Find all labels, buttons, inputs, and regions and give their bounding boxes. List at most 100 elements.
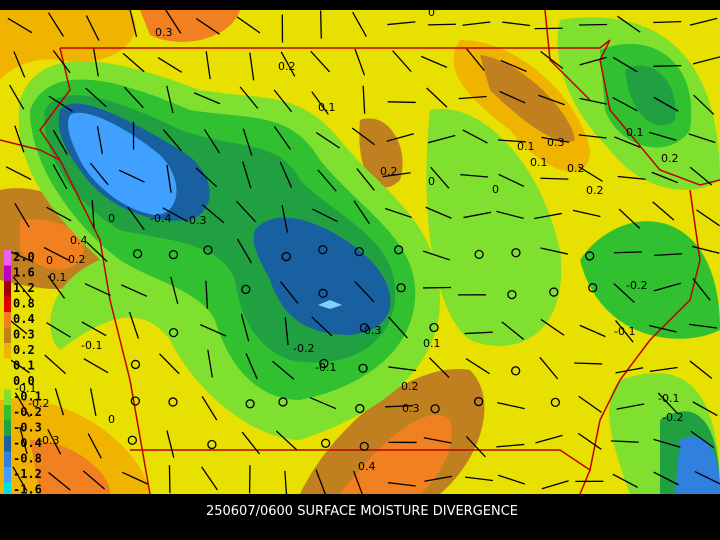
wind-barb xyxy=(166,85,174,114)
bottom-band xyxy=(0,494,720,540)
wind-barb xyxy=(47,275,66,299)
wind-barb xyxy=(649,366,678,372)
wind-barb xyxy=(315,131,340,149)
calm-marker xyxy=(588,283,598,293)
wind-barb xyxy=(12,466,28,492)
wind-barb xyxy=(241,431,261,455)
calm-marker xyxy=(474,249,484,260)
wind-barb xyxy=(311,316,333,337)
wind-barb xyxy=(388,316,408,339)
wind-barb xyxy=(696,209,720,227)
wind-barb xyxy=(649,324,677,333)
wind-barb xyxy=(423,250,450,261)
contour-label: 0.3 xyxy=(547,136,565,149)
wind-barb xyxy=(207,349,213,378)
contour-label: -0.3 xyxy=(360,324,381,337)
field-positive xyxy=(0,10,136,80)
wind-barb xyxy=(354,48,366,76)
wind-barb xyxy=(498,474,526,485)
calm-marker xyxy=(550,397,561,407)
wind-barb xyxy=(612,96,638,112)
wind-barb xyxy=(612,56,638,73)
wind-barb xyxy=(694,470,720,485)
wind-barb xyxy=(91,200,95,229)
wind-barb xyxy=(319,10,322,39)
contour-label: -0.1 xyxy=(614,325,635,338)
wind-barb xyxy=(653,471,679,486)
wind-barb xyxy=(128,311,140,339)
map: 0.300.20.10.200.20.10.30.10.2-0.2-0.10 -0… xyxy=(0,6,720,499)
wind-barb xyxy=(54,388,65,416)
calm-marker xyxy=(318,288,328,298)
wind-barb xyxy=(165,9,182,34)
calm-marker xyxy=(354,246,364,257)
wind-barb xyxy=(541,136,570,143)
field-positive xyxy=(480,55,575,142)
wind-barb xyxy=(275,430,298,451)
wind-barb xyxy=(310,397,337,410)
field-max xyxy=(20,219,84,270)
contour-label: 0 xyxy=(46,254,53,267)
wind-barb xyxy=(14,125,25,153)
contour-label: 0.2 xyxy=(661,152,679,165)
legend-swatch xyxy=(4,374,11,390)
calm-marker xyxy=(430,404,440,414)
wind-barb xyxy=(572,209,601,218)
wind-barb xyxy=(423,437,452,444)
wind-barb xyxy=(279,161,293,188)
wind-barb xyxy=(464,331,493,335)
calm-marker xyxy=(168,250,179,260)
wind-barb xyxy=(692,277,711,301)
contour-label: 0.4 xyxy=(358,460,376,473)
calm-marker xyxy=(278,397,288,407)
wind-barb xyxy=(465,435,486,458)
wind-barb xyxy=(157,56,183,73)
wind-barb xyxy=(47,12,64,37)
legend-swatch xyxy=(4,482,11,498)
top-band xyxy=(0,0,720,10)
wind-barb xyxy=(85,87,107,108)
field-min xyxy=(68,112,177,215)
legend-label: 1.2 xyxy=(13,281,35,295)
wind-barb xyxy=(424,475,453,482)
wind-barb xyxy=(540,247,569,255)
wind-barb xyxy=(614,136,641,148)
wind-barb xyxy=(162,207,188,222)
wind-barb xyxy=(43,246,70,261)
wind-barb xyxy=(201,395,218,421)
wind-barb xyxy=(85,15,100,41)
field-negative xyxy=(426,108,562,346)
border xyxy=(0,139,61,161)
legend-label: 0.4 xyxy=(13,312,35,326)
wind-barb xyxy=(618,208,641,229)
legend-label: -0.1 xyxy=(13,390,42,404)
wind-barb xyxy=(205,280,209,309)
contour-label: 0.1 xyxy=(318,101,336,114)
calm-marker xyxy=(130,359,141,370)
wind-barb xyxy=(7,249,34,263)
wind-barb xyxy=(692,56,720,65)
border xyxy=(60,39,720,186)
wind-barb xyxy=(649,131,677,141)
wind-barb xyxy=(613,251,642,254)
wind-barb xyxy=(273,126,291,150)
contour-label: 0.2 xyxy=(401,380,419,393)
contour-label: 0.2 xyxy=(278,60,296,73)
wind-barb xyxy=(281,204,289,233)
wind-barb xyxy=(86,241,108,263)
wind-barb xyxy=(280,281,299,304)
wind-barb xyxy=(89,162,109,186)
wind-barb xyxy=(48,472,71,491)
field-min xyxy=(318,300,342,309)
contour-label: -0.2 xyxy=(662,411,683,424)
wind-barb xyxy=(465,476,493,482)
wind-barb xyxy=(497,402,525,410)
field-negative xyxy=(580,221,720,339)
legend-label: -1.6 xyxy=(13,483,42,497)
wind-barb xyxy=(458,95,487,100)
wind-barb xyxy=(387,101,416,104)
calm-marker xyxy=(473,396,484,407)
wind-barb xyxy=(462,129,488,144)
calm-marker xyxy=(396,283,406,293)
contour-label: 0.3 xyxy=(402,402,420,415)
